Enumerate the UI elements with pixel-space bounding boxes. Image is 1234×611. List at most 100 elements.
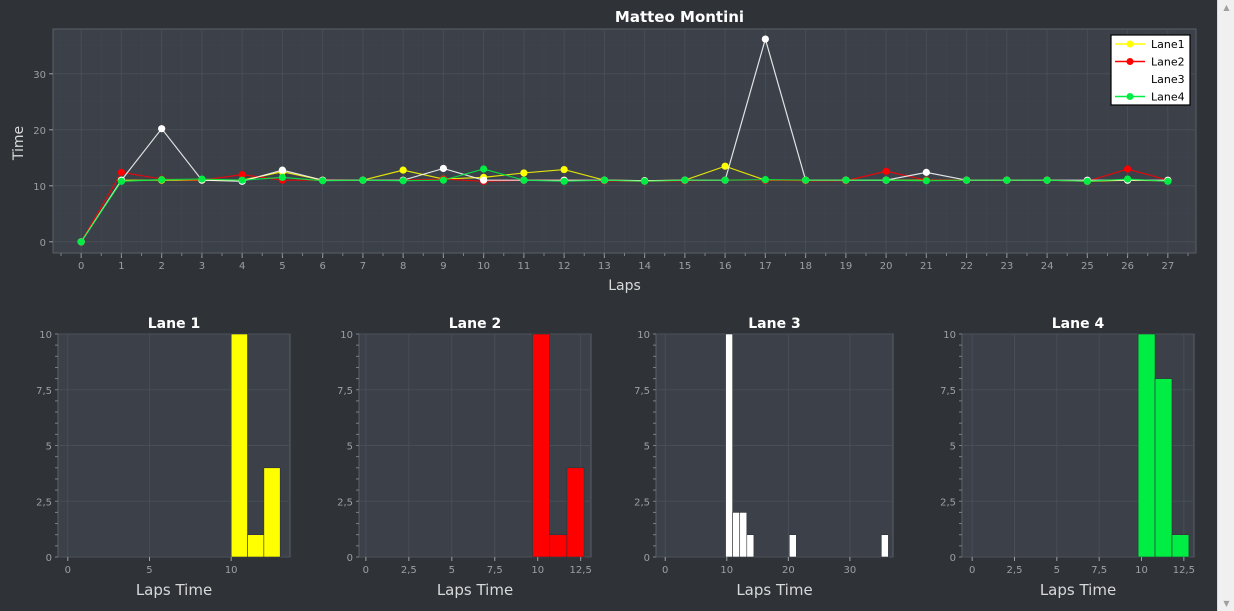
series-point-lane3 bbox=[761, 35, 769, 43]
hist-bar bbox=[1154, 378, 1173, 558]
series-point-lane4 bbox=[882, 176, 890, 184]
hist-x-tick-label: 12,5 bbox=[1173, 565, 1195, 576]
line-x-tick-label: 15 bbox=[679, 261, 692, 272]
legend-label-lane3: Lane3 bbox=[1151, 73, 1185, 86]
hist-y-tick-label: 7,5 bbox=[634, 386, 650, 397]
line-x-tick-label: 9 bbox=[440, 261, 446, 272]
line-x-tick-label: 12 bbox=[558, 261, 571, 272]
hist-bar bbox=[532, 333, 551, 558]
hist-y-tick-label: 2,5 bbox=[940, 497, 956, 508]
series-point-lane4 bbox=[480, 165, 488, 173]
hist-y-tick-label: 5 bbox=[950, 442, 956, 453]
hist-bar bbox=[881, 534, 889, 558]
legend-marker-lane2 bbox=[1126, 58, 1134, 65]
hist-title: Lane 4 bbox=[1052, 316, 1105, 332]
series-point-lane4 bbox=[198, 175, 206, 183]
line-x-tick-label: 8 bbox=[400, 261, 406, 272]
series-point-lane4 bbox=[158, 176, 166, 184]
legend-label-lane1: Lane1 bbox=[1151, 38, 1185, 51]
line-x-tick-label: 25 bbox=[1081, 261, 1094, 272]
hist-x-tick-label: 2,5 bbox=[1007, 565, 1023, 576]
line-x-tick-label: 7 bbox=[360, 261, 366, 272]
hist-x-tick-label: 7,5 bbox=[487, 565, 503, 576]
line-x-tick-label: 1 bbox=[118, 261, 124, 272]
hist-y-tick-label: 10 bbox=[39, 330, 52, 341]
series-point-lane2 bbox=[117, 168, 126, 176]
hist-y-tick-label: 10 bbox=[340, 330, 353, 341]
hist-x-tick-label: 7,5 bbox=[1091, 565, 1107, 576]
hist-x-axis-title: Laps Time bbox=[437, 581, 513, 599]
line-x-tick-label: 6 bbox=[319, 261, 325, 272]
hist-y-tick-label: 2,5 bbox=[337, 497, 353, 508]
series-point-lane3 bbox=[922, 168, 930, 176]
hist-y-tick-label: 0 bbox=[644, 553, 650, 564]
hist-bar bbox=[788, 534, 797, 558]
line-x-tick-label: 18 bbox=[799, 261, 812, 272]
hist-bar bbox=[263, 467, 281, 558]
hist-y-tick-label: 2,5 bbox=[36, 497, 52, 508]
series-point-lane4 bbox=[1003, 176, 1011, 184]
line-x-tick-label: 11 bbox=[518, 261, 531, 272]
line-y-tick-label: 30 bbox=[33, 70, 46, 81]
hist-x-tick-label: 20 bbox=[782, 565, 795, 576]
legend-marker-lane1 bbox=[1126, 40, 1134, 48]
line-y-tick-label: 10 bbox=[33, 182, 46, 193]
series-point-lane4 bbox=[439, 176, 447, 184]
hist-x-tick-label: 5 bbox=[146, 565, 152, 576]
series-point-lane3 bbox=[480, 176, 488, 184]
hist-x-tick-label: 5 bbox=[1054, 565, 1060, 576]
line-x-tick-label: 17 bbox=[759, 261, 772, 272]
series-line-lane4 bbox=[80, 168, 1168, 243]
hist-y-tick-label: 10 bbox=[637, 330, 650, 341]
hist-bar bbox=[566, 467, 585, 558]
line-y-tick-label: 20 bbox=[33, 126, 46, 137]
series-point-lane4 bbox=[1164, 177, 1172, 185]
legend-label-lane2: Lane2 bbox=[1151, 56, 1185, 69]
series-point-lane4 bbox=[842, 176, 850, 184]
vertical-scrollbar[interactable]: ▲ ▼ bbox=[1217, 0, 1234, 611]
hist-x-tick-label: 30 bbox=[844, 565, 857, 576]
hist-x-tick-label: 5 bbox=[449, 565, 455, 576]
hist-x-axis-title: Laps Time bbox=[736, 581, 812, 599]
hist-x-tick-label: 0 bbox=[65, 565, 71, 576]
line-x-tick-label: 10 bbox=[477, 261, 490, 272]
line-x-axis-title: Laps bbox=[608, 278, 641, 294]
series-point-lane4 bbox=[1043, 176, 1051, 184]
series-point-lane4 bbox=[520, 176, 528, 184]
hist-bar bbox=[725, 333, 733, 558]
hist-x-tick-label: 10 bbox=[225, 565, 238, 576]
hist-bar bbox=[732, 512, 741, 558]
series-point-lane3 bbox=[439, 164, 447, 173]
hist-y-tick-label: 5 bbox=[46, 442, 52, 453]
series-point-lane4 bbox=[761, 176, 769, 184]
series-point-lane4 bbox=[77, 238, 85, 246]
hist-x-tick-label: 0 bbox=[969, 565, 975, 576]
series-point-lane4 bbox=[560, 177, 568, 185]
series-point-lane4 bbox=[117, 177, 126, 185]
series-point-lane4 bbox=[399, 177, 407, 185]
line-x-tick-label: 23 bbox=[1000, 261, 1013, 272]
hist-x-tick-label: 2,5 bbox=[401, 565, 417, 576]
series-point-lane1 bbox=[560, 165, 568, 174]
hist-title: Lane 3 bbox=[748, 316, 800, 332]
hist-y-tick-label: 7,5 bbox=[337, 386, 353, 397]
series-point-lane4 bbox=[641, 177, 649, 185]
legend-label-lane4: Lane4 bbox=[1151, 91, 1185, 104]
hist-y-tick-label: 5 bbox=[347, 442, 353, 453]
series-point-lane4 bbox=[278, 173, 287, 181]
line-x-tick-label: 2 bbox=[158, 261, 164, 272]
line-x-tick-label: 27 bbox=[1161, 261, 1174, 272]
series-point-lane4 bbox=[1083, 177, 1091, 185]
series-point-lane4 bbox=[962, 176, 971, 184]
scroll-up-icon[interactable]: ▲ bbox=[1223, 3, 1230, 12]
scroll-down-icon[interactable]: ▼ bbox=[1223, 599, 1230, 608]
hist-x-tick-label: 12,5 bbox=[570, 565, 592, 576]
hist-y-tick-label: 5 bbox=[644, 442, 650, 453]
series-point-lane2 bbox=[238, 171, 246, 179]
series-point-lane4 bbox=[1123, 175, 1132, 183]
hist-bar bbox=[549, 534, 568, 558]
line-x-tick-label: 26 bbox=[1121, 261, 1134, 272]
line-plot-area bbox=[52, 28, 1197, 254]
